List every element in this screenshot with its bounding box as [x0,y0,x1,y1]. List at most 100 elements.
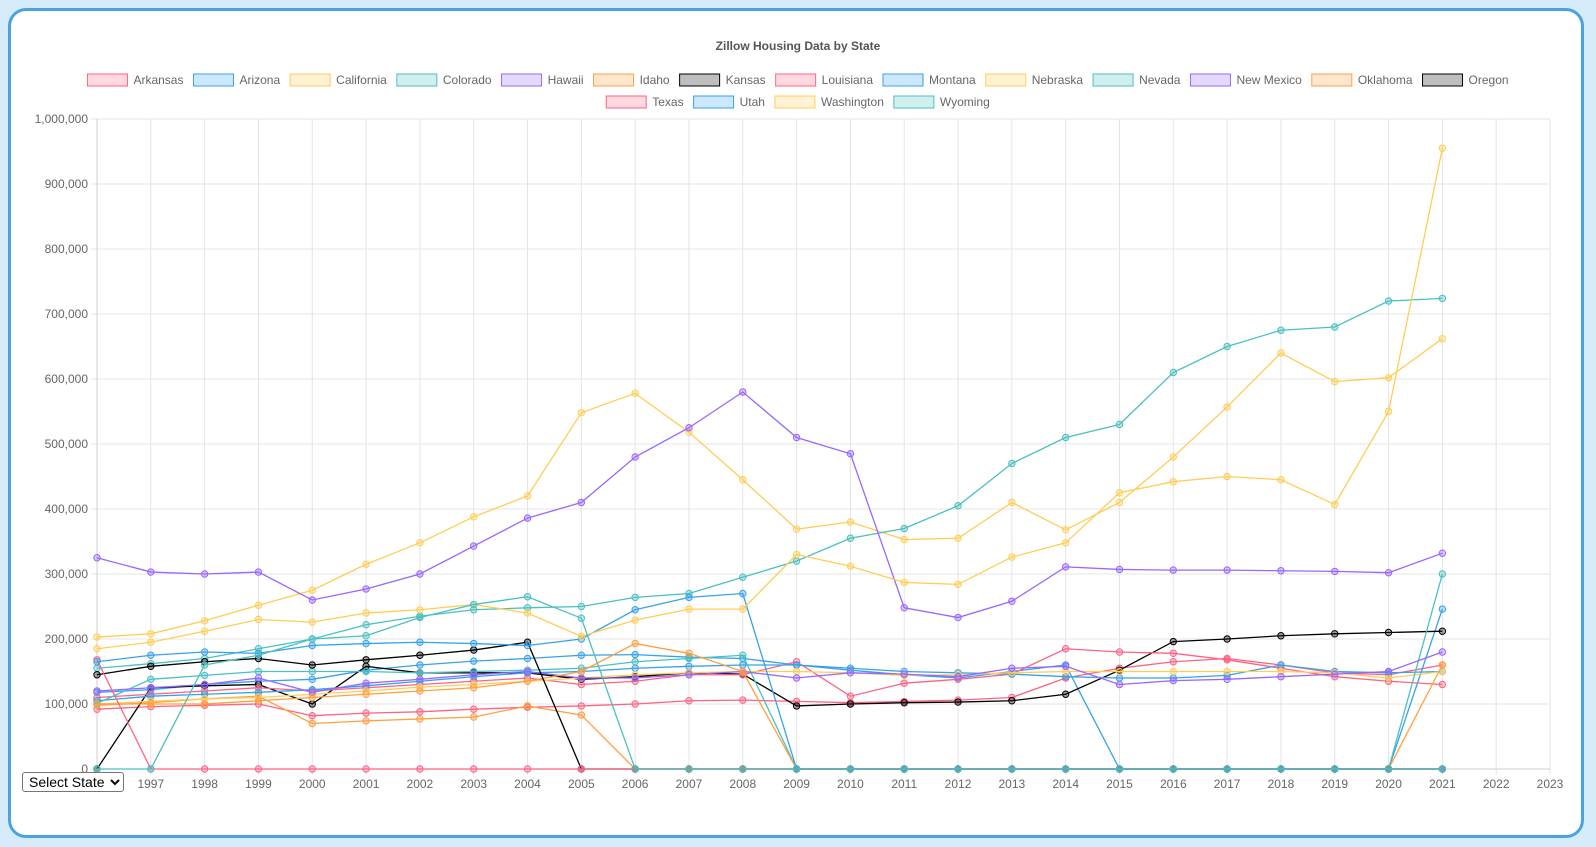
data-point-nevada[interactable] [200,671,209,680]
data-point-texas[interactable] [470,765,478,773]
data-point-wyoming[interactable] [954,765,962,773]
data-point-new-mexico[interactable] [1008,664,1016,672]
data-point-colorado[interactable] [1384,297,1393,305]
data-point-hawaii[interactable] [308,596,316,604]
data-point-montana[interactable] [1277,661,1285,669]
data-point-idaho[interactable] [577,711,586,719]
data-point-wyoming[interactable] [685,765,693,773]
data-point-kansas[interactable] [1008,697,1016,705]
data-point-washington[interactable] [1331,500,1339,509]
data-point-colorado[interactable] [523,604,532,612]
data-point-colorado[interactable] [1223,342,1231,351]
data-point-colorado[interactable] [900,524,908,533]
data-point-montana[interactable] [254,688,263,696]
data-point-utah[interactable] [416,638,424,646]
data-point-california[interactable] [1008,498,1016,507]
data-point-oklahoma[interactable] [1438,661,1447,669]
data-point-utah[interactable] [147,651,155,659]
data-point-oklahoma[interactable] [93,700,101,708]
legend-item-oregon[interactable]: Oregon [1422,73,1509,87]
data-point-new-mexico[interactable] [792,674,801,682]
data-point-california[interactable] [1384,374,1393,382]
data-point-new-mexico[interactable] [846,669,855,677]
data-point-nevada[interactable] [147,675,155,683]
data-point-hawaii[interactable] [685,424,693,432]
data-point-washington[interactable] [846,562,855,570]
data-point-hawaii[interactable] [362,585,370,593]
data-point-wyoming[interactable] [1331,765,1339,773]
data-point-washington[interactable] [792,550,801,559]
data-point-texas[interactable] [362,765,370,773]
data-point-kansas[interactable] [1061,690,1070,698]
data-point-kansas[interactable] [1277,632,1285,640]
data-point-hawaii[interactable] [1438,549,1447,557]
data-point-arkansas[interactable] [739,696,747,704]
data-point-california[interactable] [470,513,478,521]
data-point-wyoming[interactable] [362,632,370,640]
data-point-kansas[interactable] [954,698,962,706]
data-point-utah[interactable] [685,593,693,602]
data-point-wyoming[interactable] [1384,765,1393,773]
data-point-hawaii[interactable] [846,450,855,458]
data-point-washington[interactable] [362,609,370,617]
legend-item-hawaii[interactable]: Hawaii [501,73,584,87]
data-point-louisiana[interactable] [846,692,855,700]
data-point-washington[interactable] [1438,144,1447,152]
data-point-wyoming[interactable] [900,765,908,773]
data-point-nevada[interactable] [631,658,639,666]
data-point-texas[interactable] [308,765,316,773]
data-point-washington[interactable] [147,638,155,646]
data-point-hawaii[interactable] [739,388,747,396]
data-point-nevada[interactable] [416,669,424,677]
data-point-colorado[interactable] [739,573,747,581]
data-point-colorado[interactable] [792,557,801,565]
data-point-kansas[interactable] [1169,637,1177,646]
data-point-nebraska[interactable] [1169,667,1177,676]
data-point-new-mexico[interactable] [254,674,263,682]
data-point-oregon[interactable] [470,646,478,654]
data-point-utah[interactable] [200,648,209,656]
data-point-california[interactable] [254,601,263,609]
data-point-oregon[interactable] [416,651,424,659]
data-point-new-mexico[interactable] [1331,670,1339,678]
data-point-oklahoma[interactable] [631,639,639,648]
data-point-nebraska[interactable] [1115,667,1124,676]
data-point-colorado[interactable] [1061,433,1070,442]
data-point-washington[interactable] [523,609,532,617]
data-point-new-mexico[interactable] [685,671,693,679]
data-point-colorado[interactable] [1115,420,1124,429]
data-point-new-mexico[interactable] [200,680,209,689]
data-point-california[interactable] [739,476,747,484]
data-point-new-mexico[interactable] [416,675,424,683]
data-point-new-mexico[interactable] [308,688,316,696]
data-point-new-mexico[interactable] [954,673,962,681]
data-point-oklahoma[interactable] [523,677,532,685]
data-point-oklahoma[interactable] [254,697,263,705]
data-point-arkansas[interactable] [308,712,316,720]
data-point-california[interactable] [416,539,424,547]
legend-item-arkansas[interactable]: Arkansas [86,73,183,87]
data-point-colorado[interactable] [577,602,586,611]
data-point-colorado[interactable] [631,593,639,602]
data-point-washington[interactable] [631,616,639,624]
data-point-washington[interactable] [900,578,908,587]
data-point-colorado[interactable] [846,534,855,542]
data-point-new-mexico[interactable] [1115,680,1124,689]
data-point-idaho[interactable] [523,702,532,710]
data-point-wyoming[interactable] [631,765,639,773]
data-point-hawaii[interactable] [792,433,801,442]
legend-item-nevada[interactable]: Nevada [1092,73,1181,87]
data-point-kansas[interactable] [308,700,316,708]
data-point-nebraska[interactable] [200,695,209,703]
data-point-oregon[interactable] [147,662,155,670]
data-point-oregon[interactable] [93,671,101,679]
data-point-wyoming[interactable] [846,765,855,773]
data-point-hawaii[interactable] [954,613,962,622]
data-point-wyoming[interactable] [147,765,155,773]
data-point-wyoming[interactable] [1277,765,1285,773]
data-point-nevada[interactable] [308,667,316,676]
data-point-california[interactable] [1115,498,1124,507]
data-point-california[interactable] [1331,377,1339,386]
data-point-california[interactable] [792,525,801,533]
data-point-hawaii[interactable] [900,604,908,612]
